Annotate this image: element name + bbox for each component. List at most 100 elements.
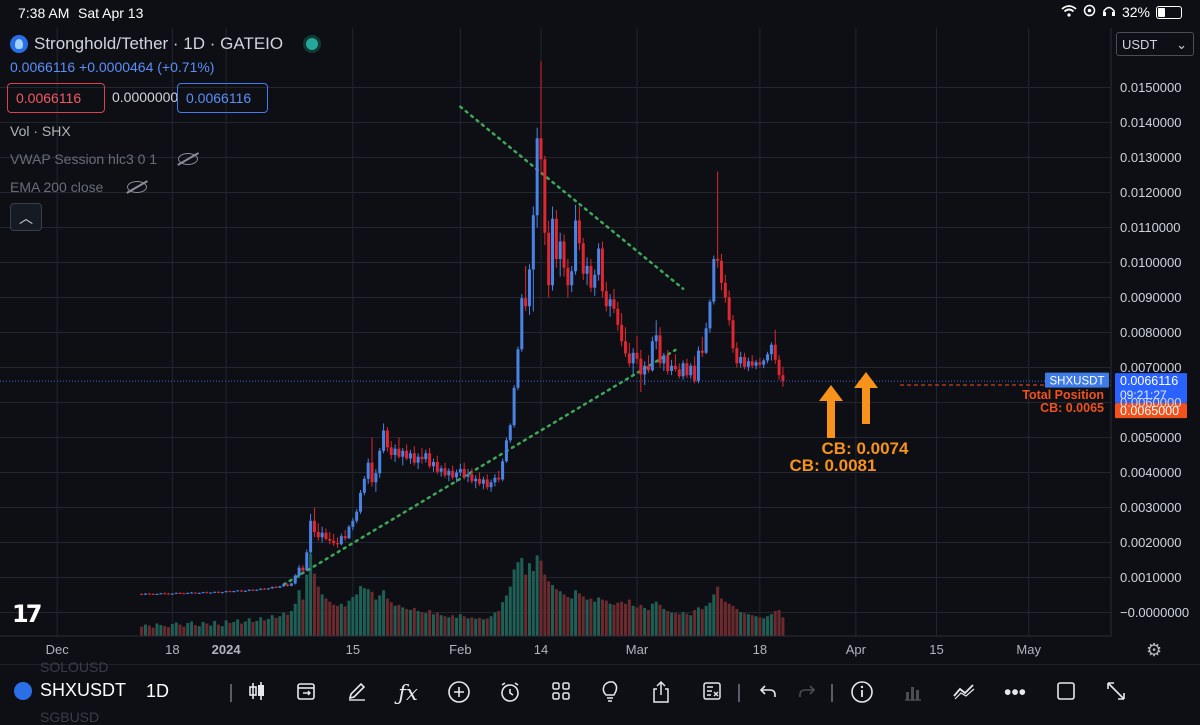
candle-body [662,355,666,364]
candle-body [589,266,593,288]
trendlines [282,105,685,586]
volume-bar [236,619,240,636]
candle-body [504,440,508,462]
volume-bar [696,607,700,636]
candle-body [635,352,639,359]
volume-bar [524,574,528,636]
expand-icon[interactable] [1103,680,1129,706]
candle-body [170,593,174,595]
candle-body [151,593,155,595]
buy-price-button[interactable]: 0.0066116 [177,83,268,113]
alarm-clock-icon[interactable] [497,680,523,706]
candle-body [493,477,497,483]
volume-bar [481,619,485,636]
volume-bar [309,553,313,636]
location-icon [1083,4,1096,20]
vwap-indicator[interactable]: VWAP Session hlc3 0 1 [10,151,158,167]
candle-body [524,298,528,307]
timeframe-button[interactable]: 1D [146,681,170,701]
time-tick-label: Dec [46,642,70,657]
candle-body [447,470,451,476]
volume-bar [489,616,493,636]
candle-body [228,591,232,593]
candle-body [397,448,401,457]
collapse-legend-button[interactable]: ︿ [10,203,42,231]
chart-title[interactable]: Stronghold/Tether · 1D · GATEIO [10,34,322,54]
candle-body [167,593,171,595]
price-change: 0.0066116 +0.0000464 (+0.71%) [10,59,215,75]
grid-icon[interactable] [548,680,574,706]
candle-body [608,299,612,307]
candle-body [712,259,716,302]
info-icon[interactable] [849,680,875,706]
candle-body [451,470,455,478]
volume-bar [723,601,727,636]
volume-bar [631,605,635,636]
hidden-eye-icon[interactable] [178,153,198,165]
price-axis: 0.0150000 0.0140000 0.0130000 0.0120000 0.01… [1110,28,1189,636]
indicators-icon[interactable]: ƒx [398,681,418,705]
volume-bar [397,604,401,636]
candle-body [163,593,167,595]
volume-indicator[interactable]: Vol · SHX [10,123,71,139]
volume-bar [566,597,570,636]
volume-bar [316,586,320,636]
line-tools-icon[interactable] [951,680,977,706]
cb-annotation: CB: 0.0081 [790,456,877,475]
candle-body [466,474,470,477]
volume-bar [293,603,297,636]
candle-body [355,511,359,521]
bar-chart-icon[interactable] [900,680,926,706]
order-panel-icon[interactable] [699,680,725,706]
price-tick-label: 0.0140000 [1120,115,1181,130]
candle-body [393,448,397,455]
candle-body [604,291,608,307]
candle-body [535,138,539,216]
more-icon[interactable]: ••• [1003,681,1027,704]
lightbulb-icon[interactable] [597,680,623,706]
up-arrow-icon [854,372,878,424]
volume-bar [339,603,343,636]
candle-body [209,592,213,594]
symbol-button[interactable]: SHXUSDT [14,680,126,701]
candle-body [416,456,420,463]
pencil-icon[interactable] [344,680,370,706]
candle-body [658,335,662,364]
fullscreen-square-icon[interactable] [1053,680,1079,706]
candle-body [739,357,743,364]
undo-icon[interactable] [755,680,781,706]
share-icon[interactable] [648,680,674,706]
candle-body [551,218,555,286]
volume-bar [347,600,351,636]
volume-bar [462,616,466,636]
volume-bar [266,618,270,636]
volume-bar [547,581,551,636]
volume-bar [485,618,489,636]
volume-bar [612,604,616,636]
volume-bar [600,599,604,636]
hidden-eye-icon[interactable] [127,181,147,193]
candle-body [769,344,773,355]
redo-icon[interactable] [794,680,820,706]
volume-bar [551,585,555,636]
candle-body [301,567,305,571]
candle-body [305,552,309,571]
chart-settings-icon[interactable]: ⚙ [1146,640,1163,660]
volume-bar [351,597,355,636]
add-icon[interactable] [446,680,472,706]
ema-indicator[interactable]: EMA 200 close [10,179,104,195]
volume-bar [712,594,716,636]
candle-body [428,453,432,467]
volume-bar [274,617,278,636]
sell-price-button[interactable]: 0.0066116 [7,83,105,113]
volume-bar [716,586,720,636]
candle-body [650,341,654,371]
candles-icon[interactable] [244,680,270,706]
currency-select[interactable]: USDT ⌄ [1116,32,1194,56]
volume-bar [420,612,424,636]
candle-body [512,387,516,426]
compare-icon[interactable] [293,680,319,706]
volume-bar [508,586,512,636]
